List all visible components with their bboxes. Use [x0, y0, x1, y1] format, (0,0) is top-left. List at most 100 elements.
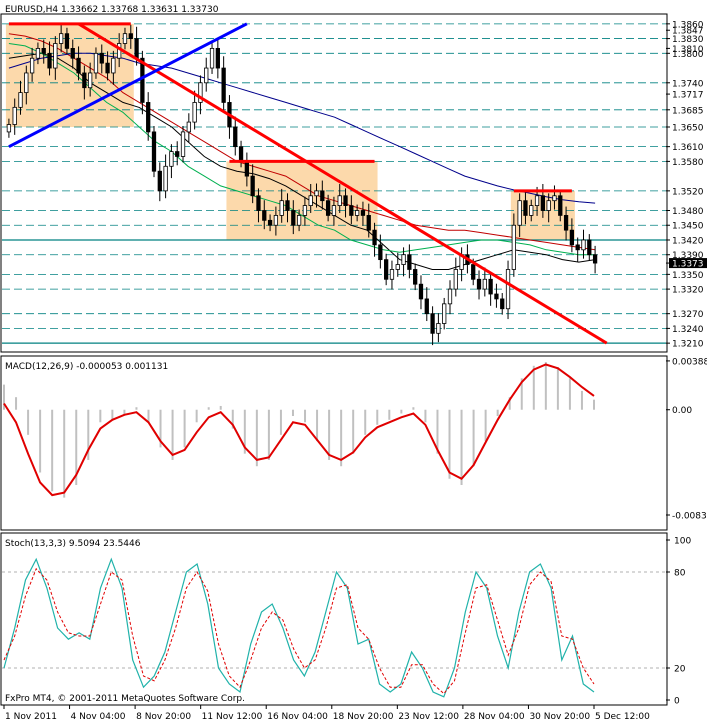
moving-average-3: [8, 52, 596, 204]
candle-body-93: [546, 200, 551, 211]
candle-body-16: [99, 52, 104, 64]
candle-body-80: [471, 264, 476, 280]
macd-signal-line: [3, 363, 595, 497]
candle-body-7: [47, 52, 52, 69]
candle-body-36: [215, 48, 220, 69]
price-tick-label-7: 1.3685: [672, 106, 704, 116]
stoch-title: Stoch(13,3,3) 9.5094 23.5446: [5, 539, 141, 549]
candle-body-73: [430, 313, 435, 334]
candle-body-90: [529, 205, 534, 216]
macd-plot: [3, 362, 595, 498]
price-tick-label-3: 1.3810: [672, 45, 704, 55]
candle-body-76: [447, 288, 453, 305]
price-tick-label-5: 1.3740: [672, 79, 704, 89]
stoch-main-line: [3, 557, 595, 698]
candle-body-87: [511, 224, 516, 270]
price-tick-label-8: 1.3650: [672, 124, 704, 134]
stoch-tick-label-2: 20: [674, 665, 686, 675]
candle-body-4: [29, 57, 35, 74]
candle-body-22: [134, 38, 139, 59]
candle-body-0: [6, 124, 12, 133]
price-tick-label-10: 1.3580: [672, 158, 704, 168]
price-tick-label-17: 1.3350: [672, 271, 704, 281]
candle-body-55: [325, 200, 331, 216]
candle-body-9: [58, 33, 64, 44]
candle-body-1: [12, 106, 17, 125]
price-tick-label-21: 1.3210: [672, 340, 704, 350]
macd-tick-label-2: -0.008384: [672, 511, 707, 521]
candle-body-54: [320, 190, 325, 202]
stoch-panel[interactable]: [0, 532, 668, 706]
candle-body-92: [540, 195, 546, 211]
price-tick-label-1: 1.3847: [672, 27, 704, 37]
time-tick-label-2: 8 Nov 20:00: [136, 712, 191, 722]
candle-body-70: [413, 269, 418, 285]
candle-body-58: [343, 195, 348, 206]
macd-panel[interactable]: [0, 355, 668, 531]
copyright-text: FxPro MT4, © 2001-2011 MetaQuotes Softwa…: [5, 694, 245, 704]
time-tick-label-4: 16 Nov 04:00: [267, 712, 328, 722]
moving-average-1: [8, 43, 596, 256]
candle-body-21: [128, 33, 133, 39]
stoch-tick-label-0: 100: [674, 537, 691, 547]
candle-body-42: [250, 175, 255, 197]
stoch-tick-label-1: 80: [674, 569, 686, 579]
candle-body-32: [192, 102, 197, 123]
candle-body-11: [70, 48, 75, 59]
macd-tick-label-0: 0.003888: [672, 357, 707, 367]
price-tick-label-18: 1.3320: [672, 286, 704, 296]
candle-body-52: [308, 195, 313, 206]
candle-body-97: [569, 229, 575, 246]
candle-body-6: [41, 48, 46, 54]
moving-average-0: [8, 52, 596, 270]
price-tick-label-13: 1.3450: [672, 222, 704, 232]
candle-body-85: [500, 298, 505, 310]
candle-body-35: [209, 48, 215, 69]
candle-body-2: [18, 92, 23, 108]
candle-body-8: [53, 43, 58, 69]
candle-body-94: [552, 195, 557, 202]
candle-body-33: [198, 82, 203, 103]
candle-body-74: [436, 323, 441, 334]
stoch-tick-label-3: 0: [674, 697, 680, 707]
candle-body-68: [401, 254, 406, 265]
time-tick-label-8: 30 Nov 20:00: [529, 712, 590, 722]
trendline-4: [8, 22, 248, 148]
candle-body-89: [523, 200, 528, 216]
candle-body-45: [267, 219, 273, 226]
candle-body-49: [291, 210, 296, 226]
price-tick-label-4: 1.3800: [672, 50, 704, 60]
candle-body-31: [186, 121, 191, 133]
price-tick-label-11: 1.3520: [672, 187, 704, 197]
macd-tick-label-1: 0.00: [672, 406, 692, 416]
candle-body-3: [24, 72, 29, 94]
candle-body-29: [175, 151, 180, 157]
candle-body-5: [35, 48, 41, 59]
candle-body-95: [558, 195, 563, 216]
price-tick-label-14: 1.3420: [672, 236, 704, 246]
candle-body-65: [384, 259, 389, 280]
candle-body-98: [575, 244, 580, 251]
price-tick-label-16: 1.3373: [672, 260, 704, 270]
candle-body-50: [296, 215, 302, 226]
candle-body-26: [157, 170, 162, 192]
candle-body-60: [354, 210, 360, 216]
stoch-signal-line: [3, 567, 595, 695]
moving-averages: [8, 33, 596, 270]
candle-body-75: [442, 303, 447, 324]
candle-body-37: [221, 67, 226, 103]
candle-body-12: [76, 57, 81, 74]
candle-body-47: [279, 200, 284, 216]
stoch-axis: 100 80 20 0: [666, 537, 691, 707]
candle-body-53: [314, 190, 319, 197]
candle-body-43: [256, 195, 261, 211]
time-tick-label-5: 18 Nov 20:00: [333, 712, 394, 722]
candle-body-28: [169, 151, 174, 167]
candle-body-41: [244, 160, 250, 177]
price-tick-label-6: 1.3717: [672, 91, 704, 101]
candle-body-27: [163, 165, 168, 192]
candle-body-100: [587, 239, 592, 256]
candle-body-63: [372, 229, 377, 246]
